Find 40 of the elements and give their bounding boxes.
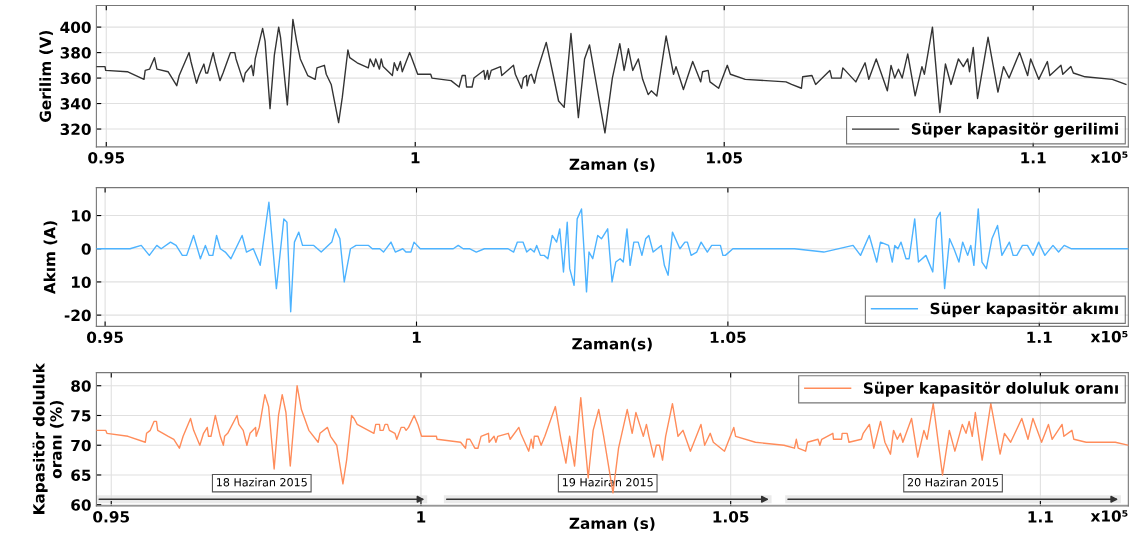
text: x10⁵ [1090, 510, 1128, 522]
x-tick-label: 1 [412, 331, 421, 343]
x-tick-label: 1.1 [1028, 511, 1053, 523]
y-tick-label: 70 [71, 439, 91, 452]
x-axis-title: Zaman (s) [569, 158, 655, 172]
y-tick-label: 65 [71, 469, 91, 481]
text: x10⁵ [1090, 151, 1128, 163]
y-tick-label: 400 [60, 21, 91, 34]
y-axis-title: Gerilim (V) [39, 30, 53, 122]
y-tick-label: 340 [60, 98, 91, 110]
y-tick-label: 10 [71, 210, 91, 222]
x-axis-title: Zaman (s) [569, 517, 655, 531]
text: x10⁵ [1090, 330, 1128, 343]
x-tick-label: 0.95 [93, 511, 130, 523]
x-tick-label: 1.05 [710, 331, 746, 344]
legend-label: Süper kapasitör akımı [930, 302, 1118, 318]
y-tick-label: 380 [60, 47, 91, 59]
x-tick-label: 1.05 [713, 511, 749, 523]
x-tick-label: 1 [411, 152, 420, 164]
x-tick-label: 0.95 [86, 331, 123, 344]
x-tick-label: 1.05 [707, 152, 742, 164]
y-tick-label: 10 [71, 276, 91, 288]
y-axis-title: Kapasitör doluluk oranı (%) [32, 362, 64, 514]
y-tick-label: -20 [64, 309, 91, 322]
y-tick-label: 0 [81, 243, 91, 255]
y-tick-label: 80 [71, 380, 91, 392]
x-tick-label: 1.1 [1027, 331, 1052, 343]
x-tick-label: 1.1 [1021, 152, 1046, 164]
y-tick-label: 75 [71, 410, 91, 422]
y-tick-label: 60 [71, 499, 91, 511]
x-tick-label: 1 [417, 511, 426, 523]
x-axis-title: Zaman(s) [572, 337, 652, 352]
legend-label: Süper kapasitör doluluk oranı [863, 381, 1118, 397]
y-tick-label: 320 [60, 123, 91, 136]
legend-label: Süper kapasitör gerilimi [911, 122, 1118, 138]
y-axis-title: Akım (A) [43, 221, 58, 295]
band-label: 20 Haziran 2015 [907, 477, 999, 487]
x-tick-label: 0.95 [88, 152, 125, 164]
y-tick-label: 360 [60, 72, 91, 85]
band-label: 18 Haziran 2015 [217, 477, 307, 487]
